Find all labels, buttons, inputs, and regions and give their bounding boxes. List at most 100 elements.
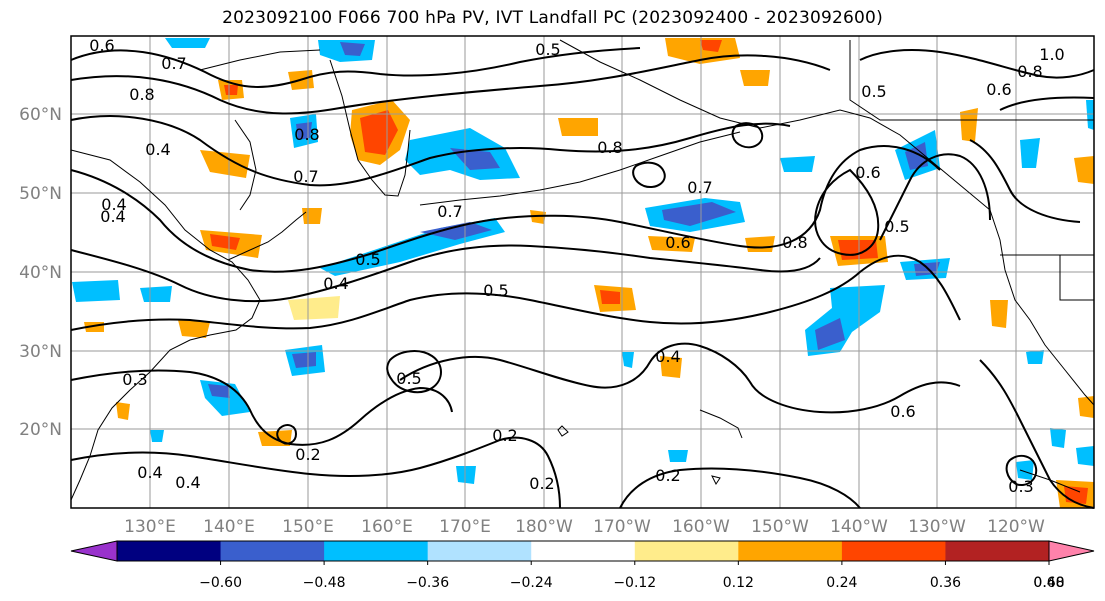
border-canada [849,40,1094,121]
longitude-label: 170°W [593,517,651,537]
contour-line [619,467,861,509]
contour-line [969,139,1081,223]
contour-label: 0.5 [535,40,560,59]
shade-warm [960,108,978,142]
colorbar-tick-label: 0.12 [723,575,754,591]
shade-cold-core [292,352,316,368]
shade-cold-core [815,318,845,350]
contour-label: 0.5 [483,281,508,300]
contour-label: 0.5 [884,217,909,236]
shade-warm-core [210,234,240,250]
contour-line [70,254,961,331]
contour-label: 0.8 [129,85,154,104]
colorbar-segment [738,541,843,561]
contour-label: 0.8 [597,138,622,157]
colorbar-tick-label: 0.60 [1033,575,1064,591]
longitude-label: 170°E [439,517,491,537]
colorbar-extend-min [70,540,118,562]
longitude-label: 160°W [672,517,730,537]
contour-label: 0.2 [295,445,320,464]
shade-warm [1078,396,1094,418]
contour-line [859,49,1095,79]
latitude-label: 50°N [19,184,62,204]
graticule [71,36,1094,508]
longitude-label: 140°E [203,517,255,537]
coastline-siberia [199,49,321,71]
contour-label: 0.2 [492,426,517,445]
coastline-kamchatka [329,59,411,197]
shade-cold-core [450,148,500,170]
border-state [1059,255,1094,301]
shade-warm [178,320,210,338]
contour-label: 0.7 [687,178,712,197]
shade-warm [288,296,340,320]
contour-line [1005,454,1038,486]
shade-warm [116,402,130,420]
contour-line [814,168,880,256]
colorbar-segment [220,541,325,561]
colorbar-tick-label: −0.36 [406,575,449,591]
shade-warm-core [838,240,878,260]
shade-cold [780,156,815,172]
colorbar-tick-label: 0.36 [930,575,961,591]
contour-label: 0.5 [861,82,886,101]
shade-warm [648,236,695,252]
longitude-label: 130°W [908,517,966,537]
coastline-asia [70,149,261,501]
shade-warm-core [700,40,722,52]
shade-cold [1026,350,1044,364]
contour-label: 0.4 [175,473,200,492]
shade-warm [745,236,775,252]
island [711,475,721,485]
contour-labels: 0.60.70.80.80.40.40.70.70.50.4 0.50.50.40… [89,36,1064,496]
coastline-hawaii [699,409,743,439]
contour-label: 0.3 [122,370,147,389]
shade-warm-core [360,110,398,155]
latitude-label: 60°N [19,105,62,125]
shade-warm [660,356,682,378]
colorbar-extend-max [1048,540,1095,562]
pv-anomaly-shading [72,38,1094,508]
latitude-label: 40°N [19,263,62,283]
longitude-label: 140°W [830,517,888,537]
longitude-label: 150°W [751,517,809,537]
coastline-aleutians [419,131,741,206]
latitude-label: 20°N [19,420,62,440]
contour-line [731,122,764,149]
colorbar: −0.60 −0.48 −0.36 −0.24 −0.12 0.12 0.24 0.36 0.4… [70,540,1095,591]
contour-line [399,342,961,414]
contour-line [70,244,821,303]
colorbar-tick-label: −0.12 [613,575,656,591]
contour-label: 0.5 [355,250,380,269]
shade-warm [530,210,546,224]
colorbar-segment [841,541,946,561]
contour-label: 0.6 [665,233,690,252]
longitude-label: 120°W [987,517,1045,537]
coastline-japan [227,211,307,261]
contour-line [999,96,1095,111]
island [557,425,569,437]
contour-label: 0.4 [145,140,170,159]
contour-label: 0.2 [655,466,680,485]
contour-line [70,115,791,187]
latitude-label: 30°N [19,342,62,362]
map-panel [70,35,1095,509]
colorbar-segment [634,541,739,561]
colorbar-tick-label: 0.48 [1033,575,1064,591]
shade-cold-core [662,202,736,226]
shade-cold [1016,460,1034,480]
longitude-label: 130°E [124,517,176,537]
longitude-label: 150°E [282,517,334,537]
shade-cold [1076,446,1094,466]
contour-line [879,153,991,241]
contour-label: 0.7 [437,202,462,221]
contour-label: 0.6 [855,163,880,182]
shade-warm [1074,156,1094,184]
longitude-labels: 130°E 140°E 150°E 160°E 170°E 180°W 170°W 160°W… [124,517,1045,537]
contour-line [386,350,442,394]
contour-label: 0.7 [293,167,318,186]
shade-warm [740,70,770,86]
contour-label: 0.4 [100,207,125,226]
longitude-label: 160°E [361,517,413,537]
